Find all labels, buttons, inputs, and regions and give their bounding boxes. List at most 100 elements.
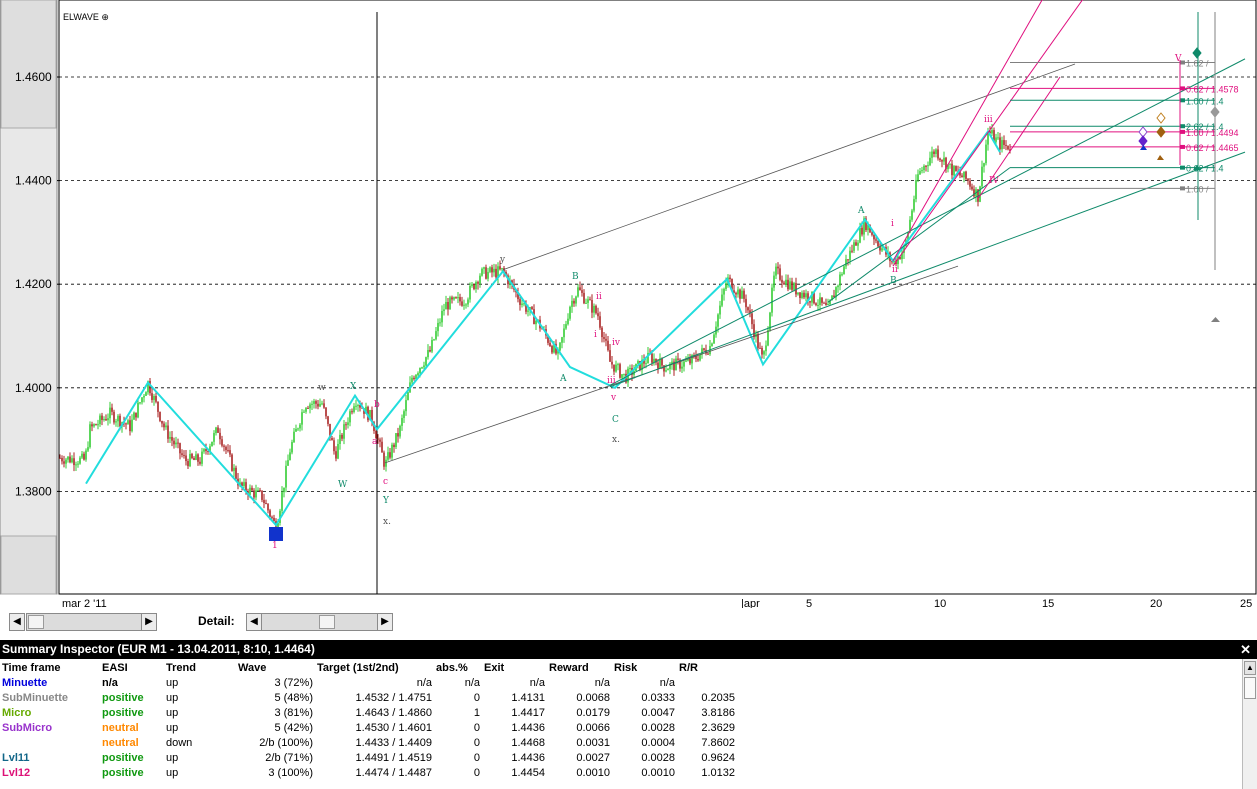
column-header[interactable]: Time frame	[2, 661, 61, 674]
candle-body	[937, 149, 939, 159]
column-header[interactable]: EASI	[102, 661, 128, 674]
candle-body	[73, 458, 75, 466]
column-header[interactable]: Wave	[238, 661, 267, 674]
candle-body	[901, 252, 903, 260]
table-row[interactable]: Lvl11 positive up 2/b (71%) 1.4491 / 1.4519 0…	[0, 750, 737, 765]
table-row[interactable]: SubMinuette positive up 5 (48%) 1.4532 / 1.4…	[0, 690, 737, 705]
candle-body	[843, 266, 845, 275]
candle-body	[979, 186, 981, 202]
panel-scrollbar-thumb[interactable]	[1244, 677, 1256, 699]
candle-body	[733, 290, 735, 293]
diamond-marker	[1156, 126, 1166, 138]
candle-body	[107, 418, 109, 421]
wave-label: c	[383, 477, 388, 487]
target-level-label: 2.62 / 1.4	[1186, 122, 1224, 132]
detail-slider-thumb[interactable]	[319, 615, 335, 629]
candle-body	[877, 240, 879, 247]
candle-body	[741, 290, 743, 299]
column-header[interactable]: Reward	[549, 661, 589, 674]
detail-right-button[interactable]: ▶	[377, 613, 393, 631]
candle-body	[673, 361, 675, 371]
candle-body	[159, 411, 161, 421]
candle-body	[535, 320, 537, 325]
candle-body	[117, 415, 119, 422]
candle-body	[321, 403, 323, 405]
candle-body	[79, 457, 81, 464]
candle-body	[613, 364, 615, 372]
candle-body	[913, 199, 915, 211]
table-cell: Lvl11	[2, 751, 30, 764]
column-header[interactable]: abs.%	[436, 661, 468, 674]
candle-body	[731, 279, 733, 291]
wave-label: A	[857, 206, 865, 216]
column-header[interactable]: Target (1st/2nd)	[317, 661, 399, 674]
candle-body	[207, 451, 209, 453]
time-scrollbar-track[interactable]	[26, 613, 142, 631]
table-row[interactable]: neutral down 2/b (100%) 1.4433 / 1.4409 0 1.4…	[0, 735, 737, 750]
column-header[interactable]: Trend	[166, 661, 196, 674]
close-icon[interactable]: ✕	[1240, 642, 1251, 657]
candle-body	[473, 284, 475, 290]
x-tick-label: |apr	[741, 598, 760, 608]
candle-body	[769, 312, 771, 331]
candle-body	[827, 304, 829, 306]
table-row[interactable]: SubMicro neutral up 5 (42%) 1.4530 / 1.4601 0…	[0, 720, 737, 735]
table-header-row: Time frame EASI Trend Wave Target (1st/2nd) a…	[0, 660, 737, 675]
candle-body	[357, 405, 359, 407]
candle-body	[155, 395, 157, 402]
candle-body	[259, 489, 261, 491]
candle-body	[995, 137, 997, 142]
time-scrollbar-thumb[interactable]	[28, 615, 44, 629]
candle-body	[811, 292, 813, 303]
candle-body	[257, 489, 259, 491]
candle-body	[459, 297, 461, 302]
candle-body	[801, 292, 803, 298]
candle-body	[339, 434, 341, 444]
x-tick-label: mar 2 '11	[62, 598, 107, 608]
table-row[interactable]: Lvl12 positive up 3 (100%) 1.4474 / 1.4487 0 1…	[0, 765, 737, 780]
candle-body	[723, 288, 725, 295]
candle-body	[945, 157, 947, 170]
table-cell: n/a	[529, 676, 545, 689]
price-chart[interactable]: 1.4600 1.4400 1.4200 1.4000 1.3800 mar 2 '11 |…	[0, 0, 1257, 608]
x-tick-label: 25	[1240, 598, 1252, 608]
table-cell: 1	[473, 706, 480, 719]
table-cell: SubMicro	[2, 721, 53, 734]
table-row[interactable]: Micro positive up 3 (81%) 1.4643 / 1.4860 1 1.…	[0, 705, 737, 720]
table-cell: n/a	[594, 676, 610, 689]
candle-body	[703, 348, 705, 350]
candle-body	[939, 158, 941, 161]
chart-svg[interactable]: 1.4600 1.4400 1.4200 1.4000 1.3800 mar 2 '11 |…	[0, 0, 1257, 608]
candle-body	[197, 454, 199, 462]
panel-scrollbar[interactable]: ▲	[1242, 659, 1257, 789]
detail-left-button[interactable]: ◀	[246, 613, 262, 631]
wave-label: B	[572, 272, 579, 282]
target-level-label: 1.00 / 1.4494	[1186, 128, 1239, 138]
candle-body	[551, 346, 553, 353]
candle-body	[617, 364, 619, 366]
candle-body	[377, 438, 379, 440]
table-row[interactable]: Minuette n/a up 3 (72%) n/a n/a n/a n/a n/a	[0, 675, 737, 690]
table-cell: 3 (100%)	[268, 766, 313, 779]
detail-slider-track[interactable]	[261, 613, 378, 631]
magenta-channel-line	[892, 0, 1043, 262]
target-marker	[1180, 124, 1185, 129]
column-header[interactable]: Risk	[614, 661, 638, 674]
table-cell: positive	[102, 706, 144, 719]
candle-body	[359, 405, 361, 408]
column-header[interactable]: R/R	[679, 661, 698, 674]
scroll-up-icon[interactable]: ▲	[1244, 661, 1256, 675]
table-cell: 1.4454	[511, 766, 545, 779]
candle-body	[187, 461, 189, 467]
column-header[interactable]: Exit	[484, 661, 505, 674]
scroll-left-button[interactable]: ◀	[9, 613, 25, 631]
candle-body	[775, 266, 777, 276]
scroll-right-button[interactable]: ▶	[141, 613, 157, 631]
candle-body	[129, 420, 131, 432]
table-cell: 1.4474 / 1.4487	[355, 766, 432, 779]
candle-body	[75, 464, 77, 466]
candle-body	[523, 303, 525, 305]
candle-body	[143, 395, 145, 398]
candle-body	[903, 245, 905, 253]
wave-label: i	[891, 219, 894, 229]
